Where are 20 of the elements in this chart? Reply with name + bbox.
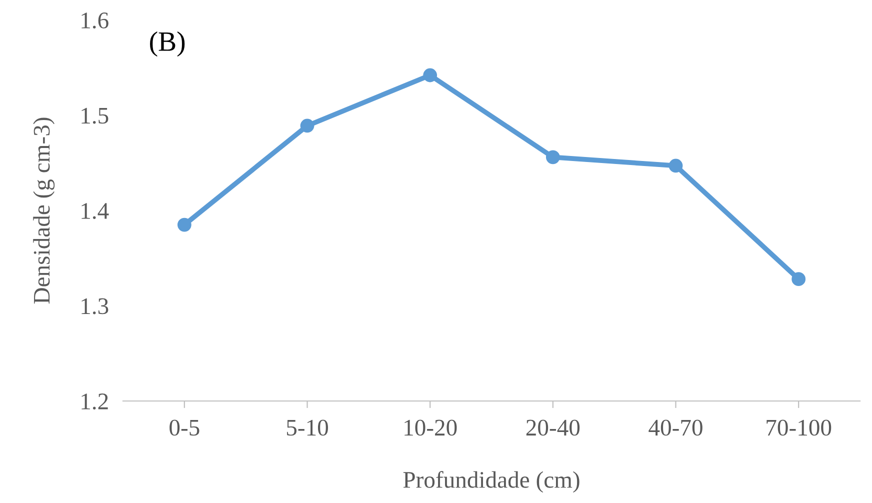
x-tick-label: 0-5 bbox=[170, 420, 200, 436]
y-tick-label: 1.4 bbox=[82, 203, 109, 220]
point bbox=[546, 150, 560, 164]
annotation: (B) bbox=[150, 31, 185, 57]
x-tick-label: 10-20 bbox=[404, 420, 457, 436]
x-tick-label: 40-70 bbox=[648, 420, 702, 436]
point bbox=[792, 272, 806, 286]
point bbox=[300, 118, 314, 133]
x-axis-title: Profundidade (cm) bbox=[403, 471, 580, 493]
y-axis-title: Densidade (g cm-3) bbox=[33, 118, 55, 304]
x-tick-label: 5-10 bbox=[286, 420, 328, 436]
y-tick-label: 1.2 bbox=[82, 394, 108, 410]
y-tick-label: 1.5 bbox=[82, 108, 108, 124]
point bbox=[177, 218, 192, 232]
x-tick-label: 70-100 bbox=[766, 420, 832, 436]
y-tick-label: 1.6 bbox=[82, 12, 108, 29]
x-tick-label: 20-40 bbox=[526, 420, 580, 436]
y-tick-label: 1.3 bbox=[82, 298, 108, 314]
point bbox=[668, 158, 683, 173]
point bbox=[423, 68, 438, 82]
